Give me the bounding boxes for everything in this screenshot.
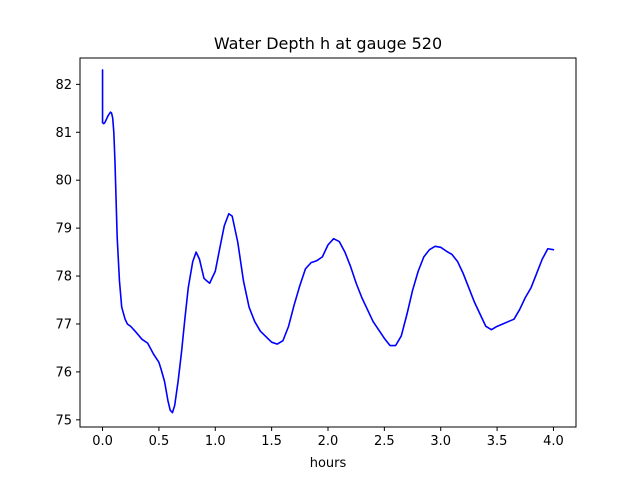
y-tick-label: 80 [55, 174, 72, 189]
y-axis: 75 76 77 78 79 80 81 82 [55, 78, 80, 428]
x-tick-label: 1.5 [261, 434, 282, 449]
x-tick-label: 2.5 [374, 434, 395, 449]
y-tick-label: 79 [55, 222, 72, 237]
x-axis-label: hours [310, 456, 347, 471]
x-tick-label: 2.0 [318, 434, 339, 449]
x-tick-label: 1.0 [205, 434, 226, 449]
x-tick-label: 4.0 [543, 434, 564, 449]
x-tick-label: 3.0 [430, 434, 451, 449]
y-tick-label: 76 [55, 365, 72, 380]
y-tick-label: 75 [55, 413, 72, 428]
x-tick-label: 3.5 [487, 434, 508, 449]
y-tick-label: 81 [55, 126, 72, 141]
y-tick-label: 82 [55, 78, 72, 93]
y-tick-label: 77 [55, 317, 72, 332]
x-tick-label: 0.0 [92, 434, 113, 449]
chart-title: Water Depth h at gauge 520 [214, 34, 442, 53]
x-tick-label: 0.5 [149, 434, 170, 449]
x-axis: 0.0 0.5 1.0 1.5 2.0 2.5 3.0 3.5 4.0 [92, 427, 564, 449]
series-line-0 [101, 69, 555, 414]
y-tick-label: 78 [55, 270, 72, 285]
